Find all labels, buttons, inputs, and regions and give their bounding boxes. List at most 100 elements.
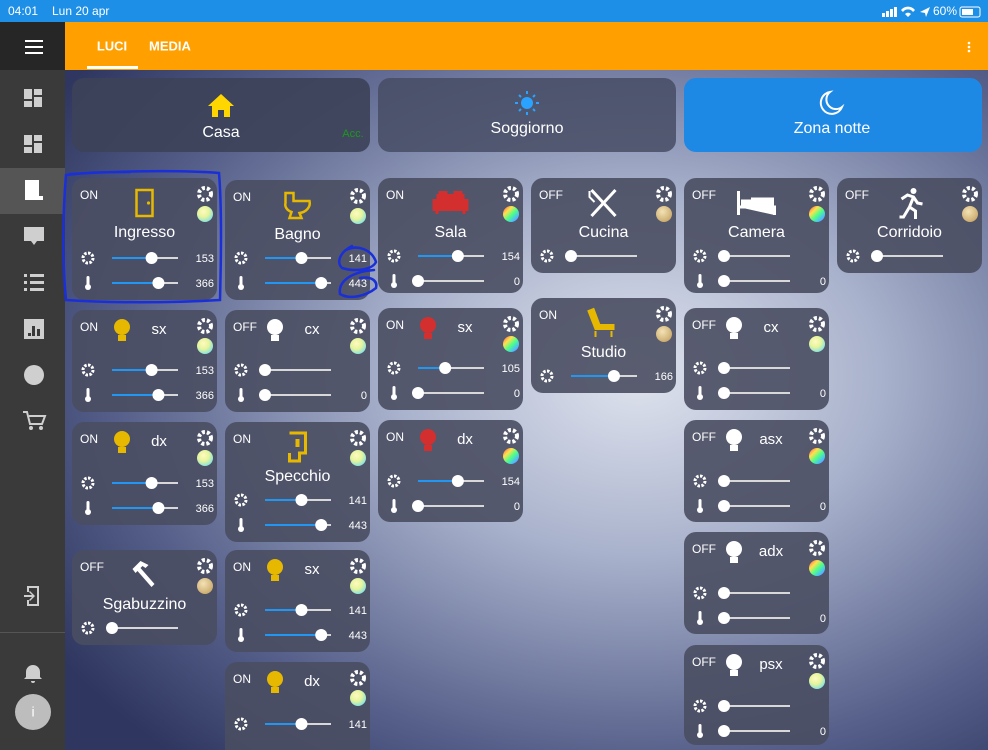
light-card[interactable]: ON dx 141: [225, 662, 370, 750]
slider-knob[interactable]: [259, 389, 271, 401]
settings-button[interactable]: [350, 670, 366, 686]
slider-knob[interactable]: [718, 587, 730, 599]
light-card[interactable]: OFF asx 0: [684, 420, 829, 522]
light-card[interactable]: OFF Cucina: [531, 178, 676, 273]
settings-button[interactable]: [503, 428, 519, 444]
color-button[interactable]: [350, 208, 366, 224]
tab[interactable]: LUCI: [97, 38, 127, 53]
light-card[interactable]: ON sx 153 366: [72, 310, 217, 412]
color-button[interactable]: [809, 448, 825, 464]
settings-button[interactable]: [809, 428, 825, 444]
settings-button[interactable]: [656, 186, 672, 202]
light-card[interactable]: ON Specchio 141 443: [225, 422, 370, 542]
slider-knob[interactable]: [718, 500, 730, 512]
settings-button[interactable]: [350, 318, 366, 334]
light-card[interactable]: ON dx 153 366: [72, 422, 217, 525]
slider-knob[interactable]: [718, 475, 730, 487]
settings-button[interactable]: [350, 188, 366, 204]
slider-knob[interactable]: [295, 718, 308, 730]
overflow-menu[interactable]: [967, 41, 971, 53]
slider-knob[interactable]: [315, 277, 328, 289]
color-button[interactable]: [197, 338, 213, 354]
slider-knob[interactable]: [451, 475, 464, 487]
light-card[interactable]: OFF Camera 0: [684, 178, 829, 293]
slider-knob[interactable]: [412, 387, 424, 399]
color-button[interactable]: [656, 326, 672, 342]
slider-knob[interactable]: [152, 502, 165, 514]
slider-knob[interactable]: [718, 725, 730, 737]
slider-knob[interactable]: [412, 500, 424, 512]
slider-knob[interactable]: [295, 604, 308, 616]
scene-button[interactable]: [72, 78, 370, 152]
settings-button[interactable]: [350, 558, 366, 574]
light-card[interactable]: OFF Sgabuzzino: [72, 550, 217, 645]
slider-knob[interactable]: [871, 250, 883, 262]
color-button[interactable]: [350, 450, 366, 466]
slider-knob[interactable]: [145, 252, 158, 264]
color-button[interactable]: [197, 578, 213, 594]
slider-knob[interactable]: [315, 629, 328, 641]
scene-button[interactable]: [684, 78, 982, 152]
light-card[interactable]: ON Bagno 141 443: [225, 180, 370, 300]
sidebar-icons[interactable]: [23, 89, 47, 606]
color-button[interactable]: [350, 338, 366, 354]
slider-knob[interactable]: [439, 362, 452, 374]
color-button[interactable]: [197, 206, 213, 222]
slider-knob[interactable]: [152, 389, 165, 401]
color-button[interactable]: [503, 448, 519, 464]
light-card[interactable]: OFF adx 0: [684, 532, 829, 634]
slider-knob[interactable]: [259, 364, 271, 376]
slider-knob[interactable]: [145, 364, 158, 376]
settings-button[interactable]: [503, 186, 519, 202]
settings-button[interactable]: [809, 316, 825, 332]
light-card[interactable]: OFF psx 0: [684, 645, 829, 745]
slider-knob[interactable]: [718, 700, 730, 712]
color-button[interactable]: [809, 560, 825, 576]
notifications-icon[interactable]: [24, 665, 42, 683]
slider-knob[interactable]: [565, 250, 577, 262]
slider-knob[interactable]: [607, 370, 620, 382]
tab[interactable]: MEDIA: [149, 38, 192, 53]
settings-button[interactable]: [350, 430, 366, 446]
settings-button[interactable]: [656, 306, 672, 322]
slider-knob[interactable]: [718, 387, 730, 399]
light-card[interactable]: OFF cx 0: [225, 310, 370, 412]
light-card[interactable]: ON Ingresso 153 366: [72, 178, 217, 300]
light-card[interactable]: ON Studio 166: [531, 298, 676, 393]
slider-knob[interactable]: [152, 277, 165, 289]
settings-button[interactable]: [962, 186, 978, 202]
settings-button[interactable]: [197, 558, 213, 574]
light-card[interactable]: OFF cx 0: [684, 308, 829, 410]
slider-knob[interactable]: [295, 252, 308, 264]
avatar[interactable]: [15, 694, 51, 730]
color-button[interactable]: [809, 336, 825, 352]
color-button[interactable]: [809, 206, 825, 222]
light-card[interactable]: ON sx 105 0: [378, 308, 523, 410]
slider-knob[interactable]: [315, 519, 328, 531]
settings-button[interactable]: [197, 430, 213, 446]
light-card[interactable]: ON sx 141 443: [225, 550, 370, 652]
slider-knob[interactable]: [295, 494, 308, 506]
settings-button[interactable]: [197, 186, 213, 202]
settings-button[interactable]: [809, 653, 825, 669]
color-button[interactable]: [350, 690, 366, 706]
settings-button[interactable]: [809, 186, 825, 202]
color-button[interactable]: [350, 578, 366, 594]
settings-button[interactable]: [809, 540, 825, 556]
light-card[interactable]: ON dx 154 0: [378, 420, 523, 522]
slider-knob[interactable]: [718, 275, 730, 287]
light-card[interactable]: OFF Corridoio: [837, 178, 982, 273]
color-button[interactable]: [197, 450, 213, 466]
slider-knob[interactable]: [718, 612, 730, 624]
slider-knob[interactable]: [106, 622, 118, 634]
slider-knob[interactable]: [451, 250, 464, 262]
slider-knob[interactable]: [412, 275, 424, 287]
color-button[interactable]: [962, 206, 978, 222]
color-button[interactable]: [809, 673, 825, 689]
slider-knob[interactable]: [145, 477, 158, 489]
settings-button[interactable]: [503, 316, 519, 332]
light-card[interactable]: ON Sala 154 0: [378, 178, 523, 293]
color-button[interactable]: [503, 336, 519, 352]
menu-button[interactable]: [25, 40, 43, 54]
slider-knob[interactable]: [718, 250, 730, 262]
